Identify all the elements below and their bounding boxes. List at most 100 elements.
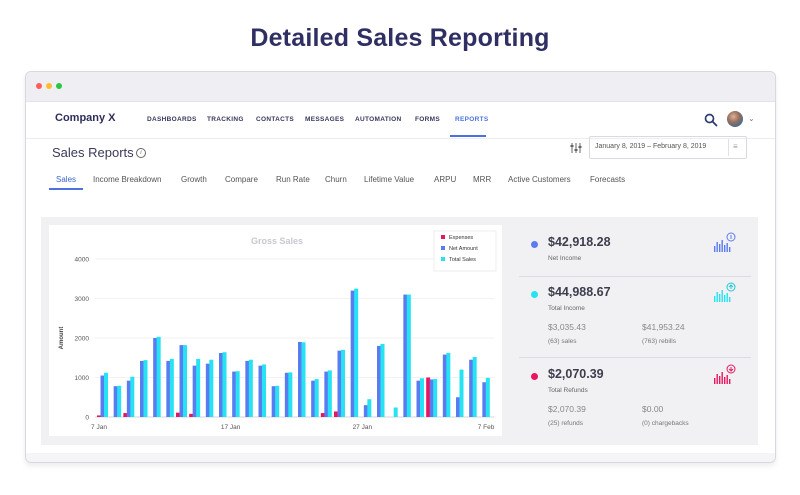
legend-label-2: Total Sales (449, 257, 476, 263)
total-income-label: Total Income (548, 305, 585, 312)
tab-run-rate[interactable]: Run Rate (276, 175, 310, 184)
bar-total-sales-1 (117, 385, 122, 417)
bar-total-sales-0 (104, 372, 108, 417)
tab-income-breakdown[interactable]: Income Breakdown (93, 175, 162, 184)
total-refunds-dot (531, 373, 538, 380)
tab-active-customers[interactable]: Active Customers (508, 175, 571, 184)
bar-net-amount-27 (456, 397, 460, 417)
total-refunds-trend-icon[interactable] (713, 364, 737, 386)
bar-net-amount-10 (232, 371, 237, 417)
bar-net-amount-6 (179, 345, 184, 417)
bar-expenses-6 (176, 412, 180, 417)
bar-net-amount-28 (469, 359, 474, 417)
rebills-count: (763) rebills (642, 338, 676, 345)
legend-swatch-0 (441, 235, 445, 239)
y-tick-label-0: 0 (85, 415, 89, 422)
menu-icon[interactable]: ≡ (733, 142, 738, 151)
window-titlebar (26, 72, 775, 102)
tab-lifetime-value[interactable]: Lifetime Value (364, 175, 415, 184)
bar-net-amount-29 (482, 382, 487, 417)
bar-total-sales-12 (262, 364, 266, 417)
net-income-trend-icon[interactable] (713, 232, 737, 254)
total-income-value: $44,988.67 (548, 285, 611, 299)
bar-net-amount-25 (429, 379, 434, 417)
chevron-down-icon[interactable]: ⌄ (748, 114, 755, 123)
legend-swatch-1 (441, 246, 445, 250)
y-tick-label-1: 1000 (75, 375, 90, 382)
chart-svg: Gross Sales 0 1000 2000 3000 4000 Amount 7 Jan 1… (59, 230, 497, 431)
tab-mrr[interactable]: MRR (473, 175, 492, 184)
nav-reports[interactable]: REPORTS (455, 116, 489, 123)
y-tick-label-3: 3000 (75, 296, 90, 303)
bar-total-sales-27 (459, 369, 464, 417)
bar-net-amount-12 (258, 365, 263, 417)
bar-expenses-2 (123, 413, 128, 417)
x-tick-label-3: 7 Feb (478, 424, 495, 431)
bar-total-sales-29 (485, 377, 490, 417)
bar-net-amount-18 (337, 350, 342, 417)
tab-active-underline (49, 188, 83, 190)
info-icon[interactable]: i (136, 148, 146, 158)
total-income-trend-icon[interactable] (713, 282, 737, 304)
bar-total-sales-3 (143, 360, 148, 417)
bar-expenses-0 (97, 415, 101, 417)
window-maximize-dot[interactable] (56, 83, 62, 89)
net-income-label: Net Income (548, 255, 582, 262)
tab-forecasts[interactable]: Forecasts (590, 175, 626, 184)
chart-legend (433, 230, 497, 272)
bar-net-amount-15 (298, 341, 302, 417)
bar-total-sales-21 (380, 343, 385, 417)
chargebacks-amount: $0.00 (642, 404, 664, 414)
filter-sliders-icon[interactable] (570, 142, 582, 154)
nav-forms[interactable]: FORMS (415, 116, 440, 123)
search-icon[interactable] (704, 113, 718, 127)
nav-messages[interactable]: MESSAGES (305, 116, 345, 123)
bar-net-amount-26 (442, 354, 447, 417)
stats-divider-1 (519, 276, 751, 277)
stats-divider-2 (519, 357, 751, 358)
bar-total-sales-19 (354, 288, 359, 417)
page-title: Sales Reports (52, 145, 134, 160)
app-window: Company X DASHBOARDS TRACKING CONTACTS M… (25, 71, 776, 463)
date-divider (728, 139, 729, 156)
bar-total-sales-25 (433, 379, 438, 417)
nav-dashboards[interactable]: DASHBOARDS (147, 116, 197, 123)
tab-arpu[interactable]: ARPU (434, 175, 457, 184)
sales-count: (63) sales (548, 338, 577, 345)
bar-total-sales-14 (288, 372, 293, 417)
x-tick-label-2: 27 Jan (353, 424, 373, 431)
nav-automation[interactable]: AUTOMATION (355, 116, 402, 123)
user-avatar[interactable] (727, 111, 743, 127)
bar-net-amount-16 (311, 380, 316, 417)
y-axis-label: Amount (59, 327, 65, 350)
nav-tracking[interactable]: TRACKING (207, 116, 244, 123)
legend-swatch-2 (441, 257, 445, 261)
bar-net-amount-9 (219, 353, 223, 417)
bar-net-amount-7 (192, 365, 197, 417)
tab-compare[interactable]: Compare (225, 175, 258, 184)
bar-net-amount-3 (140, 360, 144, 417)
bar-total-sales-4 (156, 336, 161, 417)
tab-growth[interactable]: Growth (181, 175, 207, 184)
bar-net-amount-21 (377, 345, 381, 417)
report-panel: Gross Sales 0 1000 2000 3000 4000 Amount 7 Jan 1… (41, 217, 758, 445)
nav-active-underline (450, 135, 486, 137)
bar-total-sales-28 (472, 356, 477, 417)
bar-total-sales-6 (183, 345, 187, 417)
brand-logo[interactable]: Company X (55, 112, 116, 124)
nav-contacts[interactable]: CONTACTS (256, 116, 295, 123)
legend-label-0: Expenses (449, 235, 473, 241)
legend-label-1: Net Amount (449, 246, 478, 252)
bar-total-sales-8 (209, 359, 214, 417)
tab-churn[interactable]: Churn (325, 175, 347, 184)
bar-total-sales-24 (420, 378, 424, 417)
refunds-count: (25) refunds (548, 420, 584, 427)
bar-net-amount-17 (324, 371, 329, 417)
bar-expenses-7 (189, 413, 194, 417)
bar-net-amount-11 (245, 360, 250, 417)
window-close-dot[interactable] (36, 83, 42, 89)
window-minimize-dot[interactable] (46, 83, 52, 89)
date-range-picker[interactable]: January 8, 2019 – February 8, 2019 ≡ (589, 136, 747, 159)
x-tick-label-1: 17 Jan (221, 424, 241, 431)
tab-sales[interactable]: Sales (56, 175, 77, 184)
